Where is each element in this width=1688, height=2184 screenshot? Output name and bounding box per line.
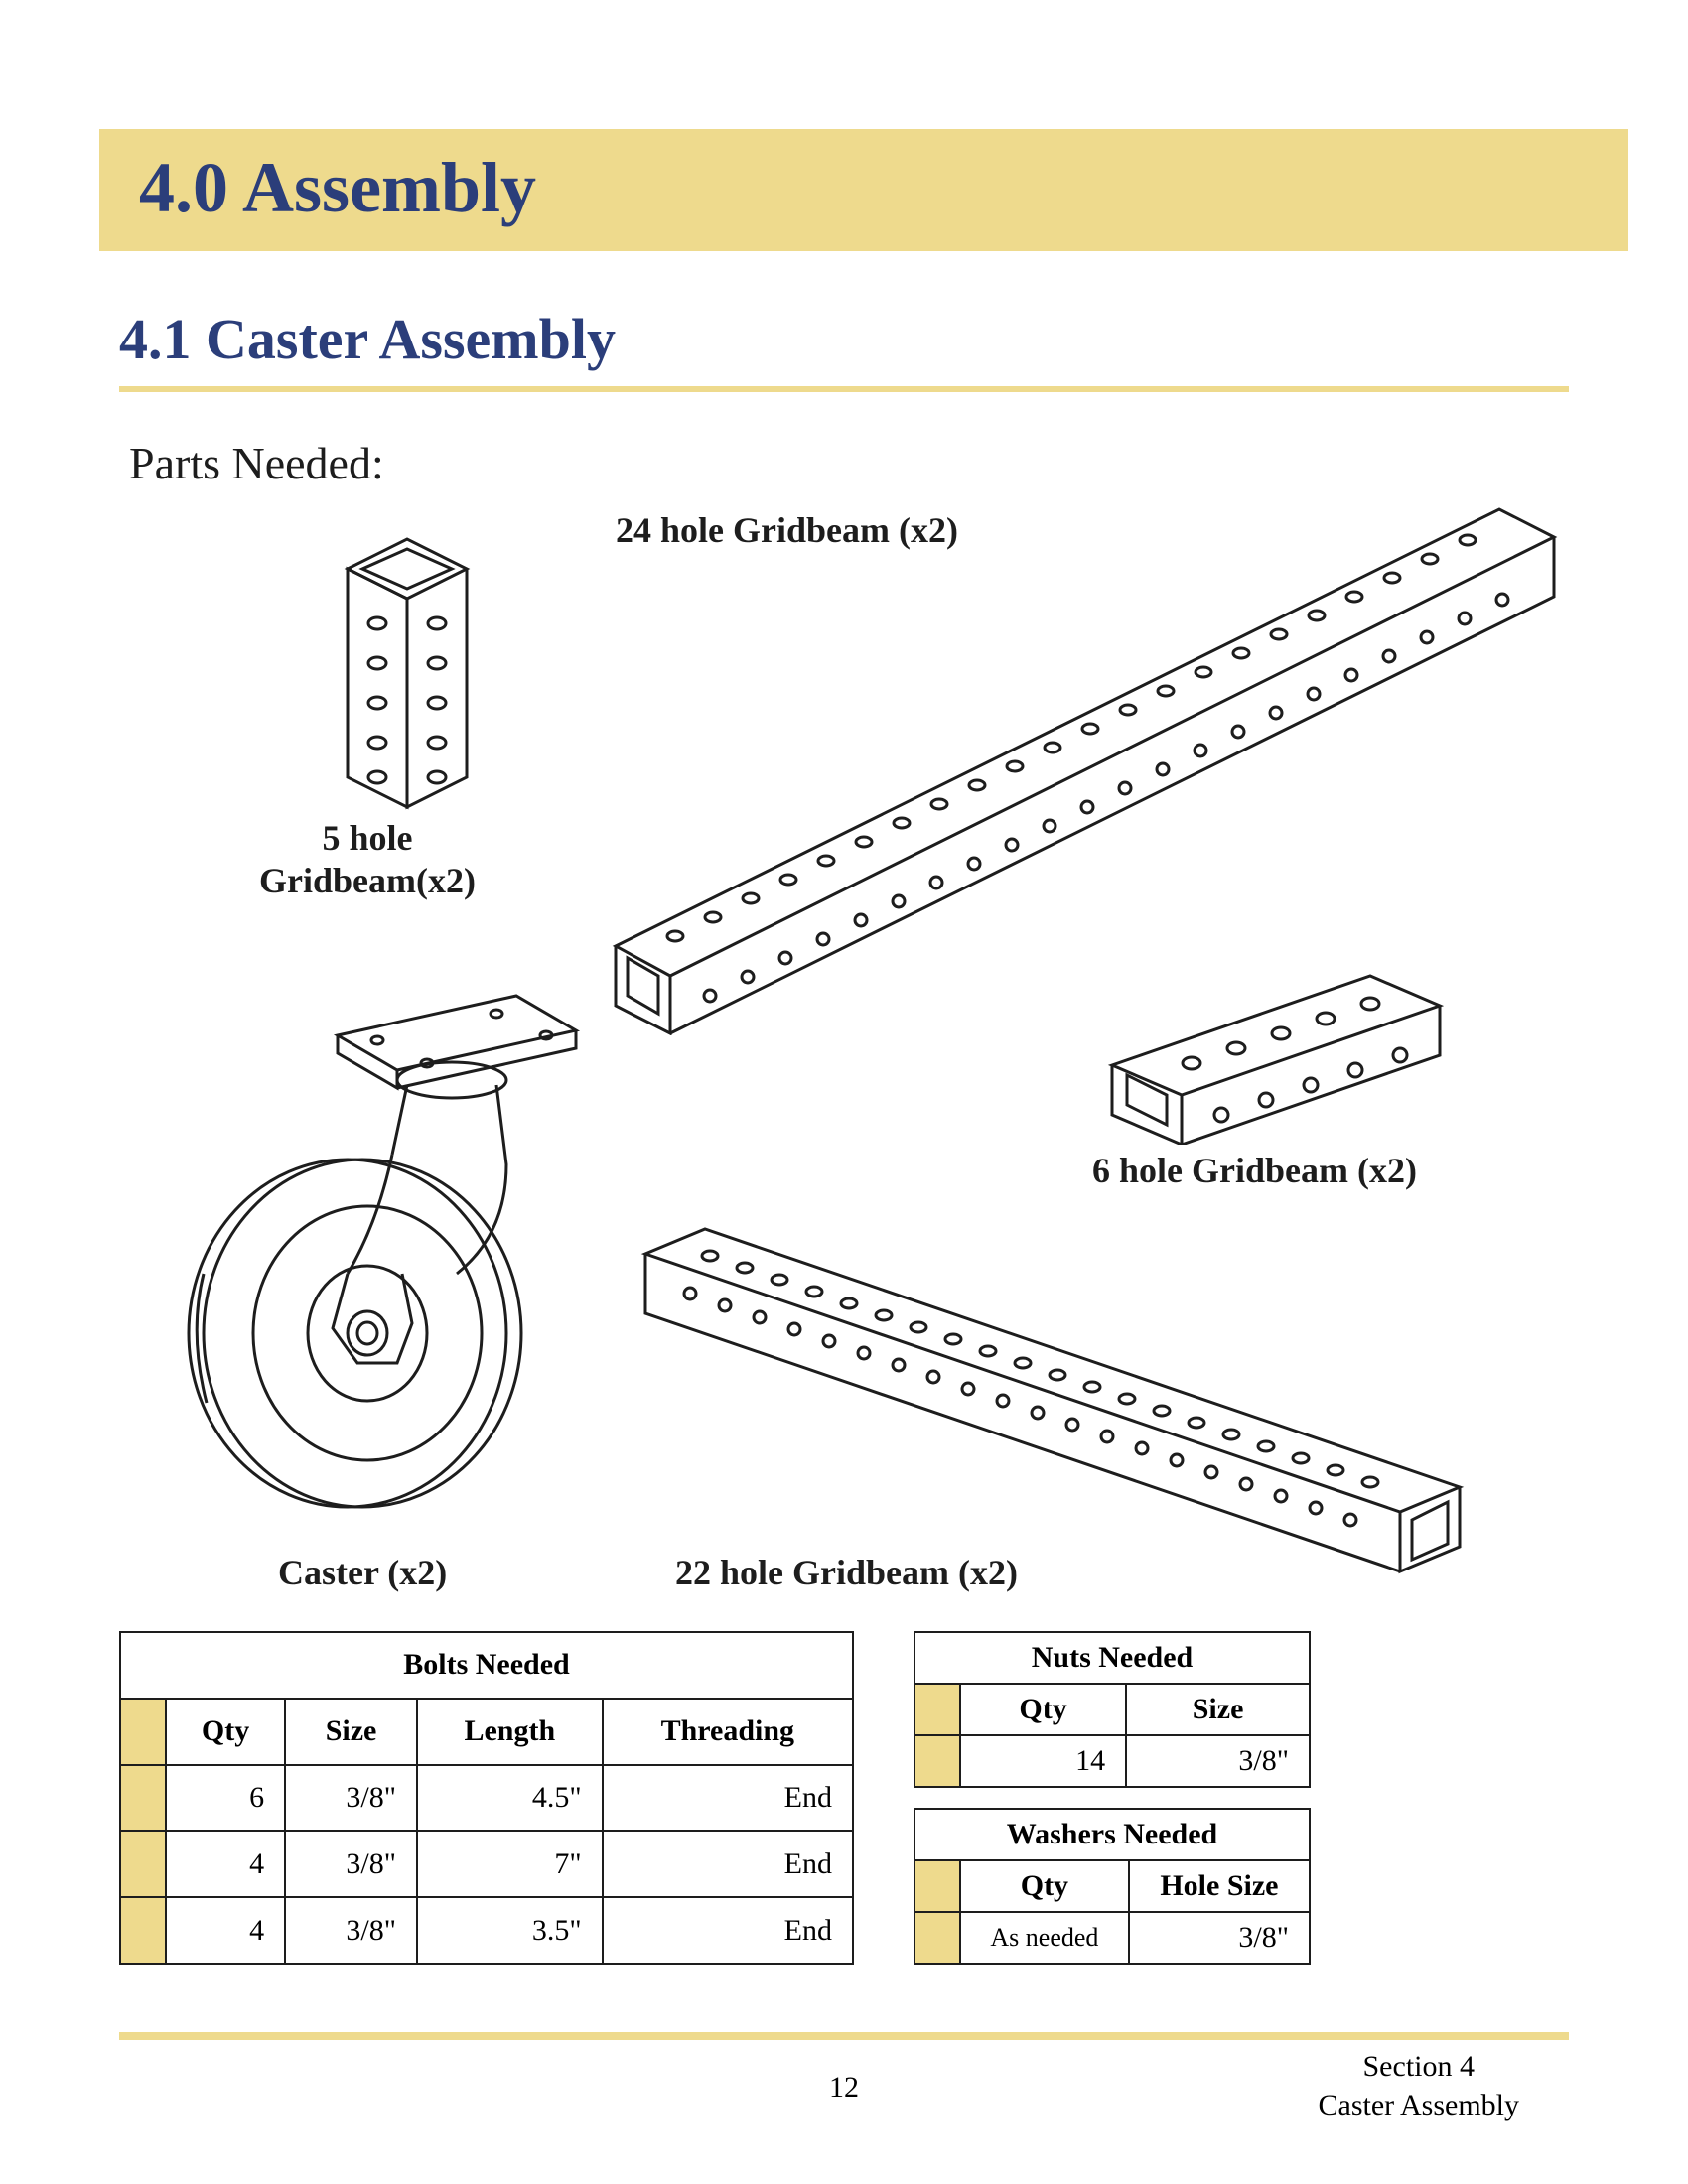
swatch-cell xyxy=(120,1831,166,1897)
nuts-title: Nuts Needed xyxy=(914,1632,1310,1684)
col-size: Size xyxy=(1126,1684,1310,1735)
caster-label: Caster (x2) xyxy=(278,1552,447,1594)
beam-24-icon xyxy=(556,479,1569,1035)
caster-icon xyxy=(159,976,626,1532)
subsection-rule xyxy=(119,386,1569,392)
footer-rule xyxy=(119,2032,1569,2040)
beam-22-icon xyxy=(596,1194,1509,1611)
swatch-cell xyxy=(120,1897,166,1964)
beam-24-label: 24 hole Gridbeam (x2) xyxy=(616,509,958,552)
bolts-title: Bolts Needed xyxy=(120,1632,853,1699)
swatch-cell xyxy=(120,1765,166,1832)
col-qty: Qty xyxy=(960,1684,1126,1735)
swatch-cell xyxy=(914,1912,960,1964)
col-length: Length xyxy=(417,1699,603,1765)
section-banner: 4.0 Assembly xyxy=(99,129,1628,251)
subsection-title: 4.1 Caster Assembly xyxy=(119,306,1569,382)
nuts-table: Nuts Needed Qty Size 14 3/8" xyxy=(914,1631,1311,1788)
section-title: 4.0 Assembly xyxy=(139,147,1589,229)
beam-6-icon xyxy=(1072,956,1479,1145)
table-row: 4 3/8" 3.5" End xyxy=(120,1897,853,1964)
beam-5-icon xyxy=(318,529,487,817)
subsection-header: 4.1 Caster Assembly xyxy=(119,306,1569,392)
col-threading: Threading xyxy=(603,1699,853,1765)
swatch-header xyxy=(120,1699,166,1765)
table-row: 4 3/8" 7" End xyxy=(120,1831,853,1897)
table-row: As needed 3/8" xyxy=(914,1912,1310,1964)
col-qty: Qty xyxy=(166,1699,285,1765)
parts-diagram: 5 hole Gridbeam(x2) xyxy=(119,499,1569,1621)
page-number: 12 xyxy=(829,2071,859,2105)
swatch-cell xyxy=(914,1735,960,1787)
table-row: 14 3/8" xyxy=(914,1735,1310,1787)
tables-row: Bolts Needed Qty Size Length Threading 6… xyxy=(119,1631,1569,1965)
table-row: 6 3/8" 4.5" End xyxy=(120,1765,853,1832)
swatch-header xyxy=(914,1860,960,1912)
swatch-header xyxy=(914,1684,960,1735)
washers-title: Washers Needed xyxy=(914,1809,1310,1860)
col-size: Size xyxy=(285,1699,417,1765)
bolts-table: Bolts Needed Qty Size Length Threading 6… xyxy=(119,1631,854,1965)
beam-6-label: 6 hole Gridbeam (x2) xyxy=(1092,1150,1417,1192)
beam-5-label: 5 hole Gridbeam(x2) xyxy=(238,817,496,902)
col-holesize: Hole Size xyxy=(1129,1860,1310,1912)
washers-table: Washers Needed Qty Hole Size As needed 3… xyxy=(914,1808,1311,1965)
beam-22-label: 22 hole Gridbeam (x2) xyxy=(675,1552,1018,1594)
col-qty: Qty xyxy=(960,1860,1129,1912)
footer-section: Section 4 Caster Assembly xyxy=(1319,2047,1520,2124)
